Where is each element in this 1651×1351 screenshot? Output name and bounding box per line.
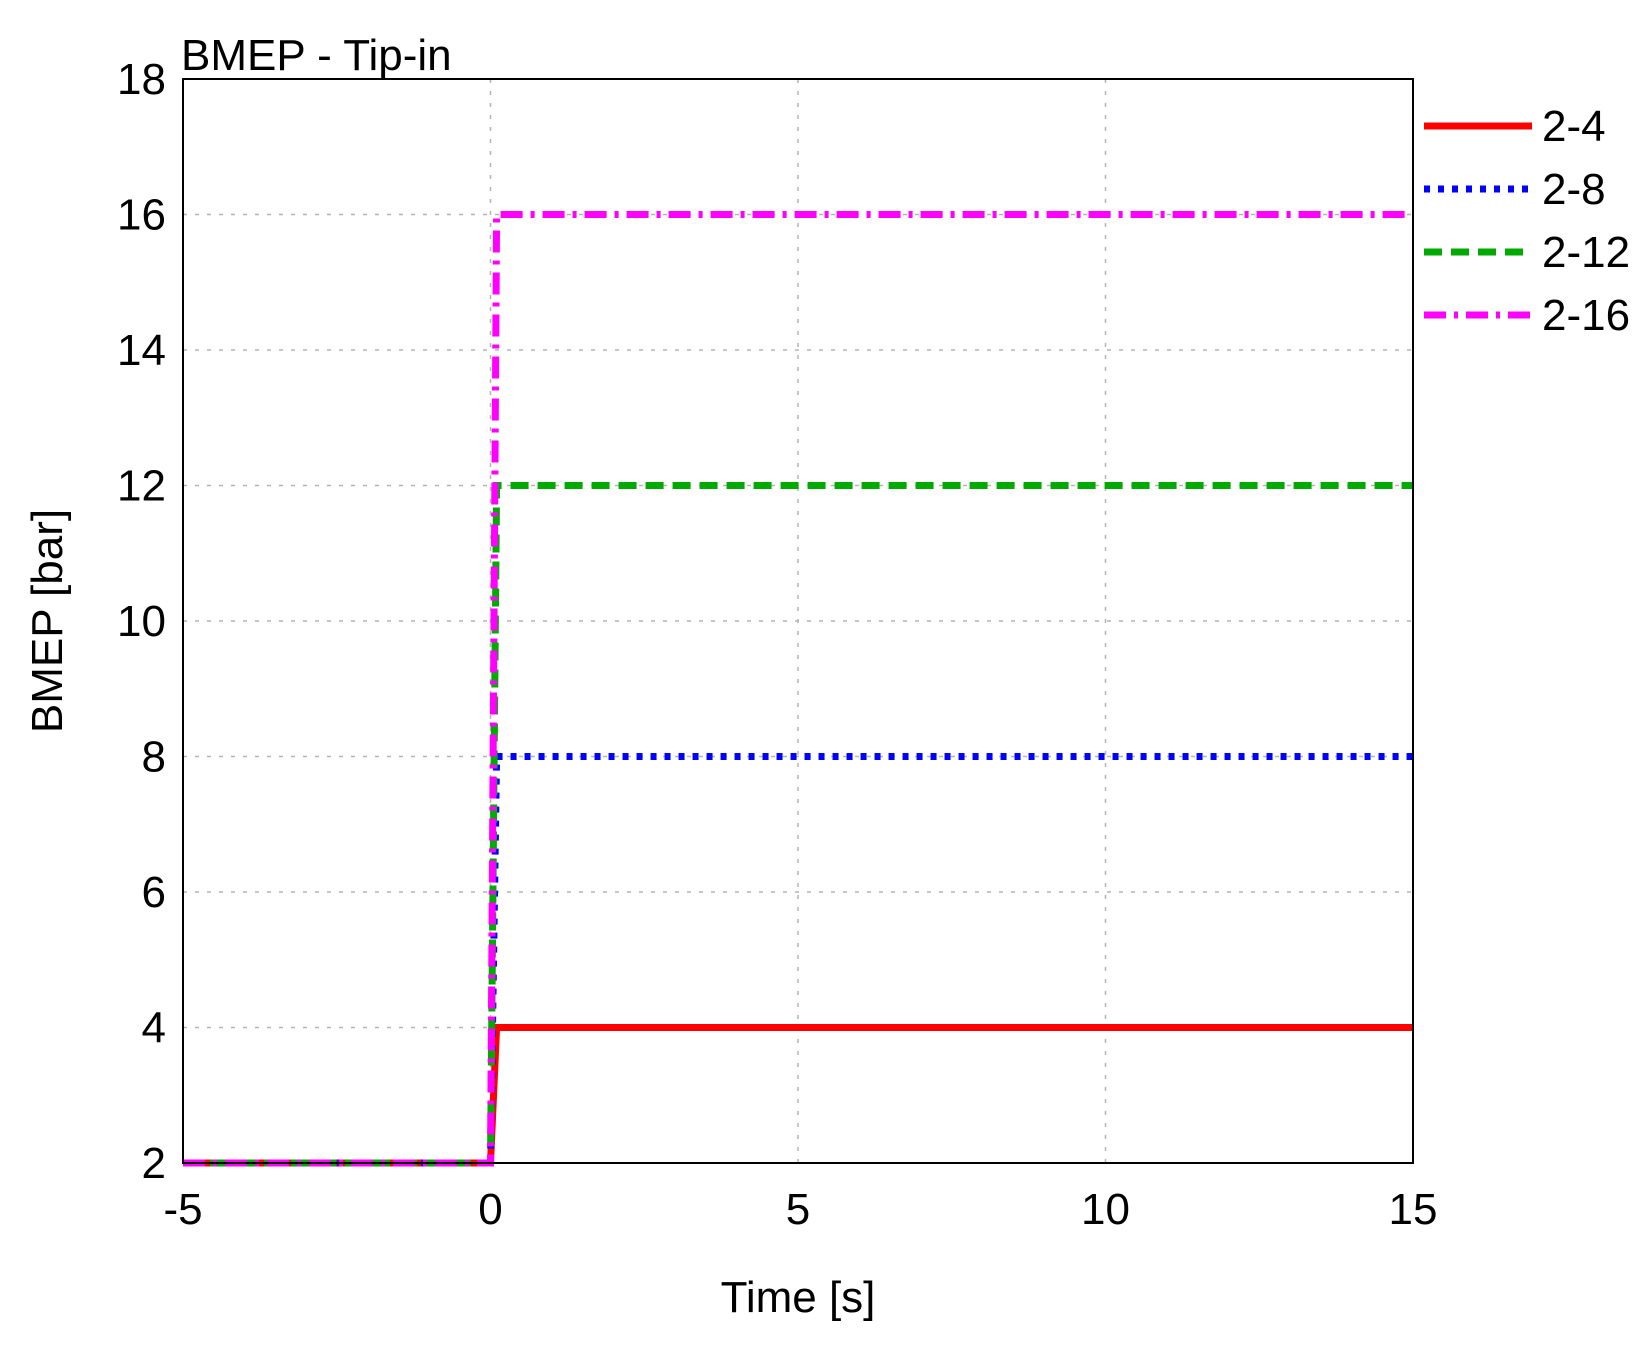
x-axis-label: Time [s] xyxy=(721,1273,876,1322)
series-line-2-4 xyxy=(183,1024,1413,1167)
chart-title: BMEP - Tip-in xyxy=(181,31,452,80)
x-tick-label: 5 xyxy=(786,1185,810,1234)
grid xyxy=(183,79,1413,1163)
series-line-2-12 xyxy=(183,482,1413,1167)
legend-label-2-12: 2-12 xyxy=(1542,228,1630,277)
y-tick-label: 12 xyxy=(117,462,166,511)
y-axis-label: BMEP [bar] xyxy=(23,509,72,733)
x-tick-label: 10 xyxy=(1081,1185,1130,1234)
y-tick-label: 18 xyxy=(117,55,166,104)
y-tick-label: 2 xyxy=(142,1139,166,1188)
y-tick-labels: 2 4 6 8 10 12 14 16 18 xyxy=(117,55,166,1188)
x-tick-label: 0 xyxy=(478,1185,502,1234)
y-tick-label: 4 xyxy=(142,1004,166,1053)
y-tick-label: 8 xyxy=(142,733,166,782)
y-tick-label: 10 xyxy=(117,597,166,646)
legend-label-2-8: 2-8 xyxy=(1542,165,1606,214)
plot-frame xyxy=(182,78,1414,1164)
y-tick-label: 16 xyxy=(117,191,166,240)
legend-label-2-16: 2-16 xyxy=(1542,291,1630,340)
x-tick-label: 15 xyxy=(1389,1185,1438,1234)
x-tick-label: -5 xyxy=(163,1185,202,1234)
y-tick-label: 14 xyxy=(117,326,166,375)
x-tick-labels: -5 0 5 10 15 xyxy=(163,1185,1437,1234)
legend-label-2-4: 2-4 xyxy=(1542,102,1606,151)
legend: 2-4 2-8 2-12 2-16 xyxy=(1424,102,1630,340)
y-tick-label: 6 xyxy=(142,868,166,917)
